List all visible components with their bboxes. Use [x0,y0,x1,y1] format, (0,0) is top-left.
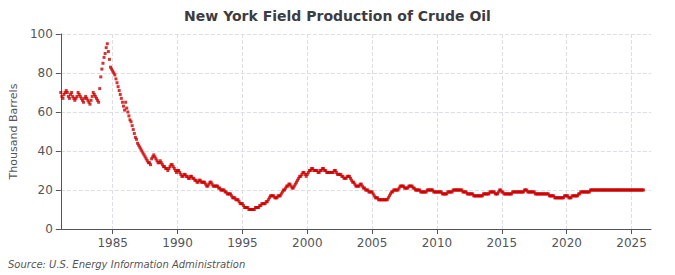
svg-text:20: 20 [38,183,53,197]
svg-text:2000: 2000 [292,236,323,250]
svg-text:2005: 2005 [357,236,388,250]
svg-text:Source: U.S. Energy Informatio: Source: U.S. Energy Information Administ… [8,259,245,270]
svg-text:2025: 2025 [616,236,647,250]
svg-text:0: 0 [45,222,53,236]
svg-text:1995: 1995 [227,236,258,250]
svg-text:New York Field Production of C: New York Field Production of Crude Oil [184,8,491,24]
svg-text:1990: 1990 [162,236,193,250]
svg-text:1985: 1985 [97,236,128,250]
svg-text:100: 100 [30,27,53,41]
svg-text:2015: 2015 [487,236,518,250]
svg-text:Thousand Barrels: Thousand Barrels [7,83,20,180]
svg-text:80: 80 [38,66,53,80]
svg-text:60: 60 [38,105,53,119]
svg-text:40: 40 [38,144,53,158]
svg-text:2010: 2010 [422,236,453,250]
svg-text:2020: 2020 [551,236,582,250]
